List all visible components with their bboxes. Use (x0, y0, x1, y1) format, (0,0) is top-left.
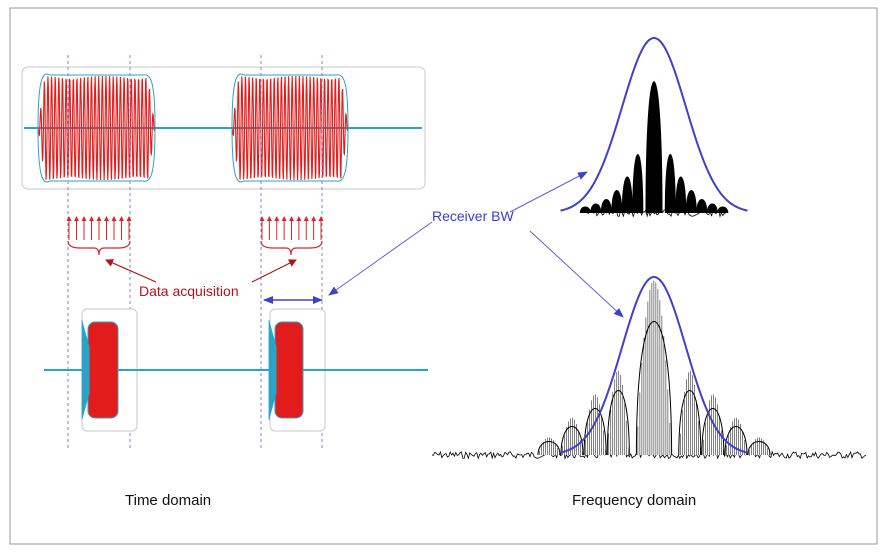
lobe-hatch (562, 417, 583, 455)
burst-envelope (231, 73, 349, 183)
burst-envelope (37, 73, 156, 183)
receiver-bw-label: Receiver BW (432, 208, 514, 224)
sampling-arrows-2 (259, 216, 324, 240)
top-time-signal (21, 66, 426, 190)
spectrum-lobe (611, 190, 623, 214)
echo-ringdown (268, 320, 277, 420)
spectrum-lobe (579, 206, 591, 214)
lobe-hatch (608, 370, 630, 455)
outer-frame (9, 7, 878, 545)
receiver-bw-curve (560, 37, 748, 212)
lobe-hatch (680, 370, 701, 455)
spectrum-lobe (645, 81, 663, 214)
brace-1 (67, 240, 131, 256)
echo-2 (268, 320, 304, 420)
spectrum-lobe (664, 154, 676, 214)
spectrum-lobe (632, 154, 644, 214)
data-acquisition-label: Data acquisition (139, 283, 239, 299)
top-burst-1 (37, 73, 156, 183)
spectrum-lobe (590, 203, 602, 214)
burst-waveform (231, 75, 349, 181)
top-burst-2 (231, 73, 349, 183)
spectrum-lobe (685, 190, 697, 214)
receiver-bw-arrow-top (509, 171, 588, 213)
brace-2 (260, 240, 323, 256)
bottom-time-signal (44, 308, 428, 432)
top-spectrum (560, 37, 748, 218)
burst-waveform (37, 75, 156, 181)
data-acq-arrow-left (105, 259, 157, 283)
data-acq-arrow-right (251, 259, 297, 283)
frequency-domain-caption: Frequency domain (572, 492, 696, 509)
spectrum-lobe (675, 176, 687, 214)
spectrum-lobe (706, 203, 718, 214)
sampling-arrows-1 (66, 216, 132, 240)
receiver-bw-arrow-bottom (529, 230, 624, 318)
receiver-bw-arrow-left (328, 221, 433, 296)
noise-floor (431, 450, 867, 460)
spectrum-lobe (696, 199, 708, 214)
echo-1 (81, 320, 119, 420)
lobe-hatch (637, 280, 671, 455)
spectrum-lobe (621, 176, 633, 214)
lobe-hatch (726, 417, 747, 455)
receiver-bw-curve (560, 276, 748, 454)
spectrum-lobe (600, 199, 612, 214)
lobe-hatch (539, 437, 560, 455)
spectrum-lobe (717, 206, 729, 214)
echo-ringdown (81, 320, 90, 420)
echo-body (87, 321, 119, 419)
bottom-spectrum (431, 276, 867, 460)
echo-body (274, 321, 304, 419)
time-domain-caption: Time domain (125, 492, 211, 509)
lobe-hatch (749, 437, 770, 455)
